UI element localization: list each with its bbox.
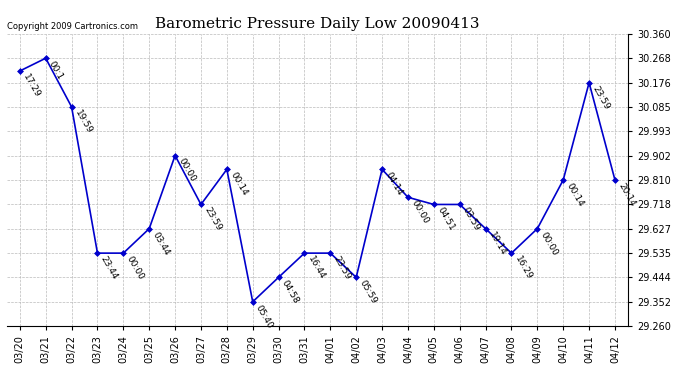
Text: 03:59: 03:59 — [461, 206, 482, 233]
Text: 04:14: 04:14 — [384, 171, 404, 198]
Text: 00:14: 00:14 — [564, 182, 585, 208]
Text: 00:00: 00:00 — [177, 157, 197, 184]
Text: 16:29: 16:29 — [513, 255, 533, 281]
Text: 17:29: 17:29 — [21, 72, 42, 99]
Text: 00:14: 00:14 — [228, 171, 249, 198]
Text: 00:1: 00:1 — [47, 60, 65, 81]
Text: 05:40: 05:40 — [254, 303, 275, 330]
Text: 16:44: 16:44 — [306, 255, 326, 281]
Text: 23:44: 23:44 — [99, 255, 119, 281]
Text: 05:59: 05:59 — [357, 279, 378, 306]
Text: 23:59: 23:59 — [332, 255, 353, 281]
Text: 23:59: 23:59 — [591, 84, 611, 111]
Text: Copyright 2009 Cartronics.com: Copyright 2009 Cartronics.com — [7, 22, 138, 31]
Title: Barometric Pressure Daily Low 20090413: Barometric Pressure Daily Low 20090413 — [155, 17, 480, 31]
Text: 00:00: 00:00 — [409, 199, 430, 226]
Text: 03:44: 03:44 — [150, 230, 171, 257]
Text: 19:59: 19:59 — [73, 108, 94, 135]
Text: 04:51: 04:51 — [435, 206, 456, 232]
Text: 19:14: 19:14 — [487, 230, 508, 257]
Text: 00:00: 00:00 — [539, 230, 560, 257]
Text: 00:00: 00:00 — [125, 255, 146, 281]
Text: 20:14: 20:14 — [616, 182, 637, 208]
Text: 04:58: 04:58 — [280, 279, 301, 306]
Text: 23:59: 23:59 — [202, 206, 223, 232]
